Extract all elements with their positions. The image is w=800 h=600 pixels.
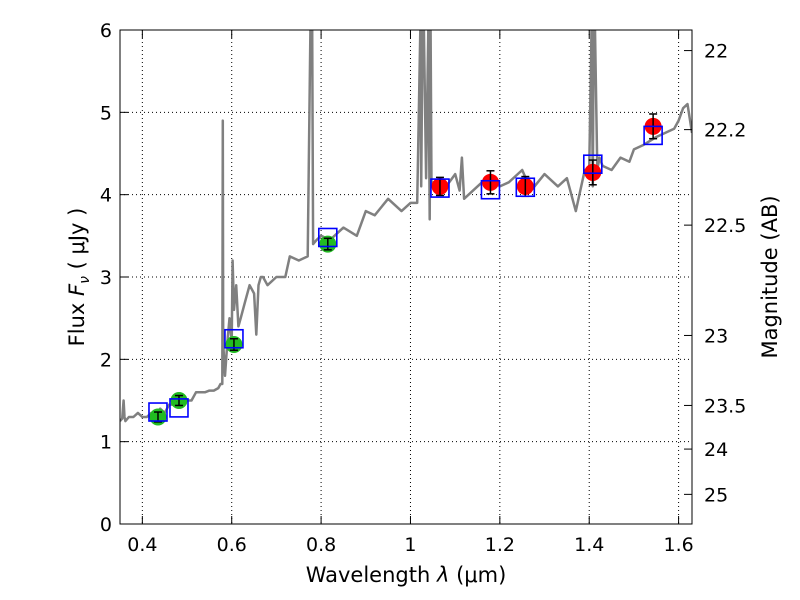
grid-lines <box>120 30 692 524</box>
model-photometry-square <box>582 154 603 175</box>
model-spectrum <box>120 30 692 423</box>
x-tick-label: 0.4 <box>127 534 157 556</box>
y2-tick-label: 22.5 <box>704 215 746 237</box>
model-photometry-square <box>224 328 244 349</box>
y-tick-label: 2 <box>100 349 112 371</box>
model-photometry-square <box>317 227 338 248</box>
y-tick-label: 3 <box>100 267 112 289</box>
y-tick-label: 5 <box>100 102 112 124</box>
y-axis-label: Flux Fν ( μJy ) <box>65 208 93 347</box>
model-photometry-square <box>643 125 663 146</box>
y-tick-label: 0 <box>100 514 112 536</box>
y2-axis-label: Magnitude (AB) <box>758 195 782 358</box>
x-tick-label: 0.8 <box>306 534 336 556</box>
y2-tick-label: 23 <box>704 325 728 347</box>
model-photometry-square <box>430 178 450 198</box>
y2-tick-label: 22.2 <box>704 120 746 142</box>
y2-tick-label: 23.5 <box>704 395 746 417</box>
model-spectrum-line <box>120 30 692 423</box>
x-tick-label: 1.6 <box>663 534 693 556</box>
y2-tick-label: 25 <box>704 484 728 506</box>
y2-tick-label: 22 <box>704 41 728 63</box>
data-points <box>148 113 663 426</box>
x-tick-label: 1.2 <box>485 534 515 556</box>
y-tick-label: 6 <box>100 20 112 42</box>
model-photometry-square <box>515 177 536 198</box>
x-tick-label: 1.4 <box>574 534 604 556</box>
x-axis-label: Wavelength λ (μm) <box>306 563 507 587</box>
y2-tick-label: 24 <box>704 439 728 461</box>
axis-ticks: 0.4 0.6 0.8 1 1.2 1.4 1.601234562222.222.52323… <box>100 20 746 556</box>
model-photometry-square <box>480 179 501 200</box>
y-tick-label: 1 <box>100 432 112 454</box>
model-photometry-square <box>148 402 168 422</box>
model-photometry-square <box>169 398 189 418</box>
plot-frame <box>119 29 693 525</box>
x-tick-label: 0.6 <box>217 534 247 556</box>
y-tick-label: 4 <box>100 185 112 207</box>
x-tick-label: 1 <box>404 534 416 556</box>
